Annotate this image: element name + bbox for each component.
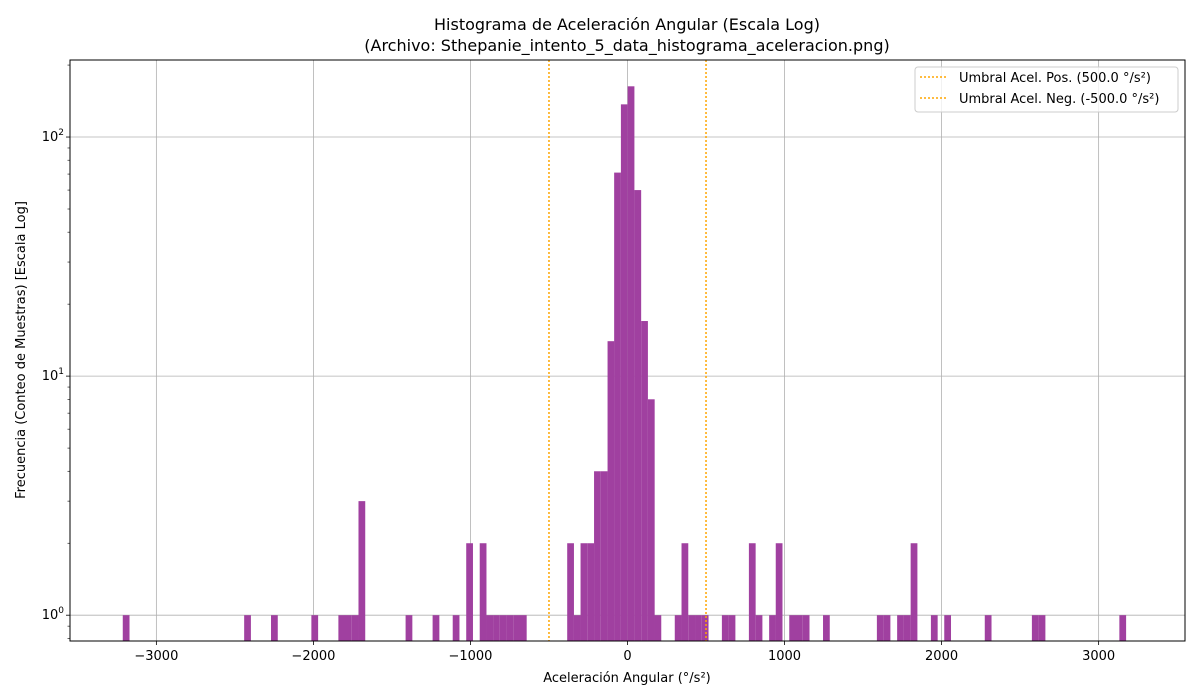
histogram-bar (876, 615, 884, 641)
histogram-bar (903, 615, 911, 641)
histogram-bar (728, 615, 736, 641)
histogram-bar (600, 471, 608, 641)
chart-title-line1: Histograma de Aceleración Angular (Escal… (434, 15, 820, 34)
legend-label-pos: Umbral Acel. Pos. (500.0 °/s²) (959, 71, 1151, 86)
histogram-bar (499, 615, 507, 641)
histogram-bar (594, 471, 601, 641)
histogram-bar (674, 615, 682, 641)
histogram-bar (1119, 615, 1127, 641)
threshold-lines (548, 60, 707, 641)
histogram-bar (567, 543, 574, 641)
y-tick-label: 102 (42, 128, 64, 145)
histogram-bar (984, 615, 992, 641)
histogram-bar (1038, 615, 1046, 641)
x-tick-label: 3000 (1082, 649, 1115, 664)
histogram-bar (358, 501, 366, 641)
histogram-bar (681, 543, 689, 641)
y-tick-label: 100 (42, 606, 65, 623)
histogram-bar (513, 615, 521, 641)
histogram-bar (351, 615, 359, 641)
histogram-bar (1031, 615, 1039, 641)
histogram-bar (506, 615, 514, 641)
legend-label-neg: Umbral Acel. Neg. (-500.0 °/s²) (959, 92, 1159, 107)
histogram-bar (647, 399, 655, 641)
chart-title-line2: (Archivo: Sthepanie_intento_5_data_histo… (364, 36, 889, 56)
legend: Umbral Acel. Pos. (500.0 °/s²) Umbral Ac… (914, 66, 1179, 113)
histogram-bars (122, 86, 1127, 642)
histogram-bar (627, 86, 635, 641)
histogram-bar (311, 615, 319, 641)
histogram-bar (654, 615, 662, 641)
x-tick-label: 1000 (768, 649, 801, 664)
histogram-bar (493, 615, 500, 641)
histogram-bar (271, 615, 278, 641)
x-tick-label: −3000 (134, 649, 178, 664)
histogram-bar (338, 615, 346, 641)
histogram-bar (634, 190, 642, 641)
histogram-bar (755, 615, 763, 641)
histogram-bar (944, 615, 952, 641)
histogram-bar (587, 543, 595, 641)
histogram-bar (405, 615, 413, 641)
histogram-bar (452, 615, 460, 641)
histogram-bar (775, 543, 783, 641)
histogram-bar (883, 615, 891, 641)
histogram-bar (620, 104, 628, 641)
histogram-bar (486, 615, 494, 641)
x-tick-label: −2000 (291, 649, 335, 664)
histogram-bar (802, 615, 810, 641)
histogram-bar (573, 615, 581, 641)
histogram-bar (614, 172, 621, 642)
histogram-bar (721, 615, 729, 641)
x-axis-label: Aceleración Angular (°/s²) (543, 671, 711, 686)
x-tick-label: 2000 (925, 649, 958, 664)
histogram-bar (910, 543, 918, 641)
histogram-bar (466, 543, 473, 641)
histogram-bar (607, 341, 615, 641)
histogram-bar (122, 615, 130, 641)
histogram-bar (688, 615, 696, 641)
y-axis-label: Frecuencia (Conteo de Muestras) [Escala … (14, 201, 29, 499)
histogram-bar (519, 615, 527, 641)
histogram-bar (769, 615, 776, 641)
histogram-bar (580, 543, 588, 641)
legend-box (914, 66, 1179, 113)
x-tick-label: 0 (623, 649, 631, 664)
x-tick-label: −1000 (448, 649, 492, 664)
histogram-bar (701, 615, 709, 641)
histogram-bar (344, 615, 352, 641)
histogram-bar (244, 615, 251, 641)
histogram-bar (432, 615, 440, 641)
x-axis-ticks: −3000 −2000 −1000 0 1000 2000 3000 (134, 641, 1115, 664)
histogram-bar (789, 615, 797, 641)
histogram-bar (748, 543, 756, 641)
histogram-bar (796, 615, 803, 641)
histogram-bar (823, 615, 830, 641)
y-axis-ticks: 100 101 102 (42, 64, 70, 639)
histogram-bar (479, 543, 487, 641)
histogram-bar (930, 615, 938, 641)
histogram-bar (641, 321, 648, 641)
y-tick-label: 101 (42, 367, 64, 384)
histogram-bar (897, 615, 904, 641)
histogram-bar (695, 615, 702, 641)
